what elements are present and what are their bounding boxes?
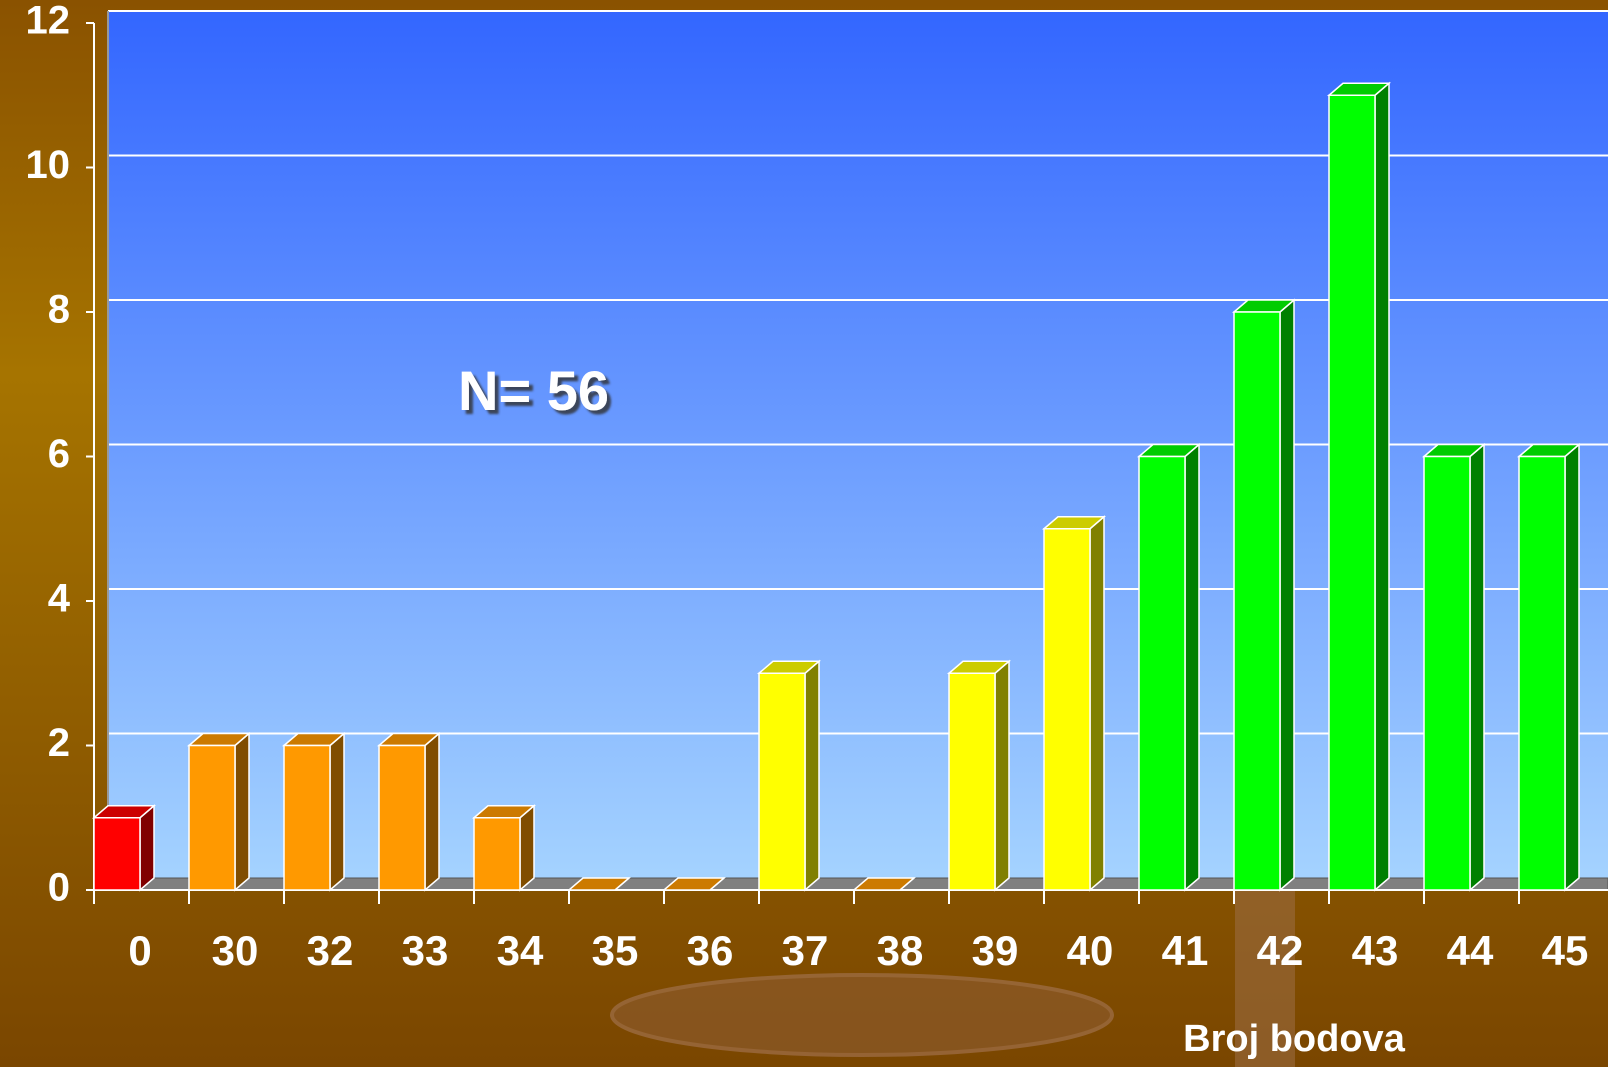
x-tick-label: 32 [307, 927, 354, 974]
bar-top [661, 877, 727, 891]
plot-area [108, 10, 1608, 890]
x-tick-label: 40 [1067, 927, 1114, 974]
bar-side [1469, 442, 1485, 892]
y-tick-label: 8 [48, 288, 70, 332]
bar-top [851, 877, 917, 891]
decor [610, 973, 1114, 1057]
bar [1233, 311, 1281, 891]
x-tick-label: 30 [212, 927, 259, 974]
x-tick-label: 45 [1542, 927, 1589, 974]
y-tick-label: 6 [48, 432, 70, 476]
bar-side [139, 804, 155, 892]
bar [1043, 528, 1091, 891]
bar-side [1184, 442, 1200, 892]
x-tick-label: 42 [1257, 927, 1304, 974]
x-tick-label: 39 [972, 927, 1019, 974]
y-tick-label: 10 [26, 143, 71, 187]
bar [1518, 455, 1566, 891]
bar-side [1279, 298, 1295, 892]
bar-side [424, 731, 440, 892]
bar [1423, 455, 1471, 891]
bar [378, 744, 426, 891]
bar-side [1374, 81, 1390, 892]
x-tick-label: 43 [1352, 927, 1399, 974]
x-axis-label: Broj bodova [1183, 1018, 1406, 1060]
y-tick-label: 0 [48, 866, 70, 910]
bar [283, 744, 331, 891]
x-tick-label: 37 [782, 927, 829, 974]
y-tick-label: 4 [48, 577, 71, 621]
bar [1328, 94, 1376, 891]
x-tick-label: 44 [1447, 927, 1494, 974]
bar-side [234, 731, 250, 892]
x-tick-label: 35 [592, 927, 639, 974]
y-tick-label: 12 [26, 0, 71, 43]
bar-side [1564, 442, 1580, 892]
bar-side [804, 659, 820, 892]
bar-side [329, 731, 345, 892]
decor [1235, 890, 1295, 1067]
bar [473, 817, 521, 891]
x-tick-label: 34 [497, 927, 544, 974]
bar [758, 672, 806, 891]
bar-top [566, 877, 632, 891]
bar [948, 672, 996, 891]
bar [93, 817, 141, 891]
bar-side [519, 804, 535, 892]
x-tick-label: 38 [877, 927, 924, 974]
x-tick-label: 0 [128, 927, 151, 974]
bar [1138, 455, 1186, 891]
x-tick-label: 41 [1162, 927, 1209, 974]
y-tick-label: 2 [48, 721, 70, 765]
annotation: N= 56 [458, 359, 609, 422]
x-tick-label: 36 [687, 927, 734, 974]
bar [188, 744, 236, 891]
bar-side [994, 659, 1010, 892]
x-tick-label: 33 [402, 927, 449, 974]
bars [91, 81, 1582, 892]
bar-side [1089, 515, 1105, 892]
